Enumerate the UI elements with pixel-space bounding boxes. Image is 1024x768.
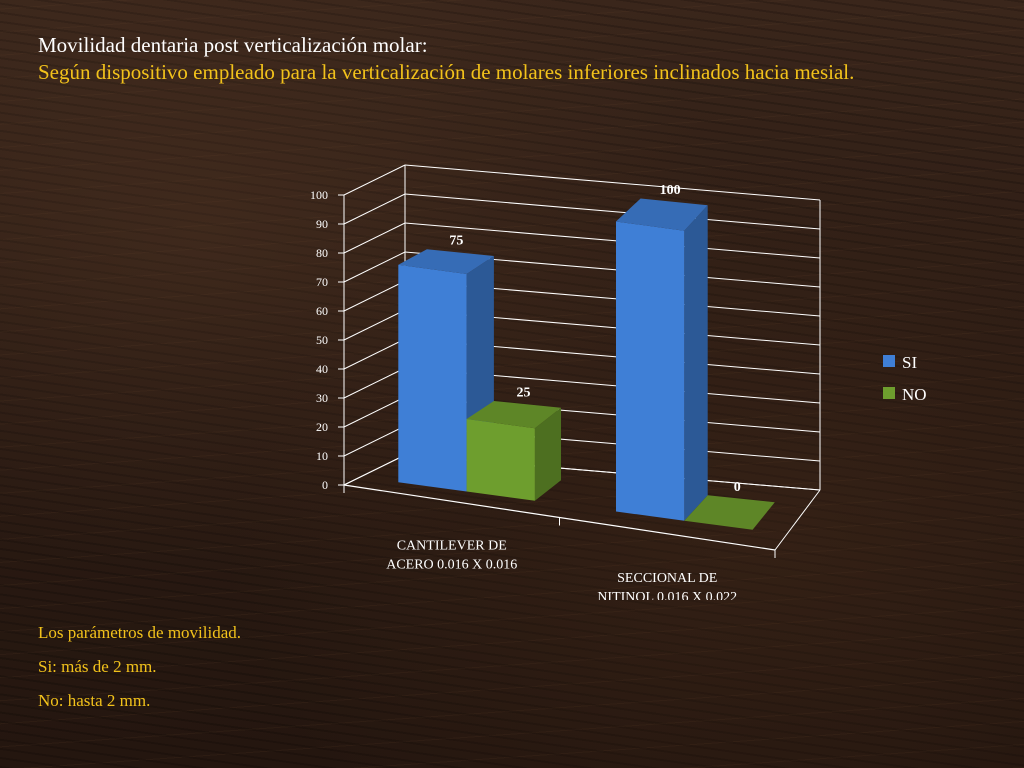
y-tick-label: 70 bbox=[316, 275, 328, 289]
y-tick-label: 40 bbox=[316, 362, 328, 376]
gridline-side bbox=[343, 396, 406, 428]
legend-swatch-no bbox=[883, 387, 895, 399]
y-tick-label: 80 bbox=[316, 246, 328, 260]
gridline-side bbox=[343, 164, 406, 196]
note-line-no: No: hasta 2 mm. bbox=[38, 691, 151, 710]
bar-no-top bbox=[684, 495, 775, 530]
x-category-label: SECCIONAL DE NITINOL 0.016 X 0.022 bbox=[597, 571, 737, 600]
x-category-label: CANTILEVER DE ACERO 0.016 X 0.016 bbox=[386, 538, 517, 572]
gridline-side bbox=[343, 222, 406, 254]
slide-title: Movilidad dentaria post verticalización … bbox=[38, 33, 428, 57]
gridline-side bbox=[343, 251, 406, 283]
legend-swatch-si bbox=[883, 355, 895, 367]
gridline-side bbox=[343, 193, 406, 225]
gridline-back bbox=[404, 222, 821, 259]
bar-no-side bbox=[534, 407, 561, 501]
bar-no-front bbox=[466, 419, 535, 501]
gridline-back bbox=[404, 193, 821, 230]
bar-si-top bbox=[616, 198, 708, 231]
y-tick-label: 100 bbox=[310, 188, 328, 202]
legend-label-no: NO bbox=[902, 385, 927, 404]
gridline-side bbox=[343, 367, 406, 399]
bar-si-side bbox=[684, 205, 708, 521]
note-line-parameters: Los parámetros de movilidad. bbox=[38, 623, 242, 642]
gridline-back bbox=[404, 164, 821, 201]
bar-no-top bbox=[466, 401, 561, 429]
y-tick-label: 60 bbox=[316, 304, 328, 318]
y-tick-label: 50 bbox=[316, 333, 328, 347]
data-label-si: 75 bbox=[449, 234, 463, 249]
slide-header: Movilidad dentaria post verticalización … bbox=[38, 32, 998, 86]
bar-si-front bbox=[616, 221, 685, 521]
gridline-side bbox=[343, 280, 406, 312]
note-line-si: Si: más de 2 mm. bbox=[38, 657, 157, 676]
floor-edge bbox=[343, 454, 406, 486]
data-label-no: 0 bbox=[734, 480, 741, 495]
gridline-side bbox=[343, 338, 406, 370]
data-label-si: 100 bbox=[660, 183, 681, 198]
y-tick-label: 20 bbox=[316, 420, 328, 434]
slide-subtitle: Según dispositivo empleado para la verti… bbox=[38, 60, 855, 84]
bar-si-top bbox=[398, 249, 494, 274]
bar-si-front bbox=[398, 264, 467, 492]
data-label-no: 25 bbox=[516, 385, 530, 400]
bar-chart: 0 10 20 30 40 50 60 70 80 90 100 75 25 100 0 CANTILEVER… bbox=[310, 164, 927, 600]
legend-label-si: SI bbox=[902, 353, 917, 372]
gridline-side bbox=[343, 425, 406, 457]
y-tick-label: 30 bbox=[316, 391, 328, 405]
y-tick-label: 0 bbox=[322, 478, 328, 492]
gridline-side bbox=[343, 309, 406, 341]
y-tick-label: 10 bbox=[316, 449, 328, 463]
floor-edge bbox=[774, 489, 821, 551]
notes-block: Los parámetros de movilidad. Si: más de … bbox=[38, 622, 241, 724]
y-tick-label: 90 bbox=[316, 217, 328, 231]
